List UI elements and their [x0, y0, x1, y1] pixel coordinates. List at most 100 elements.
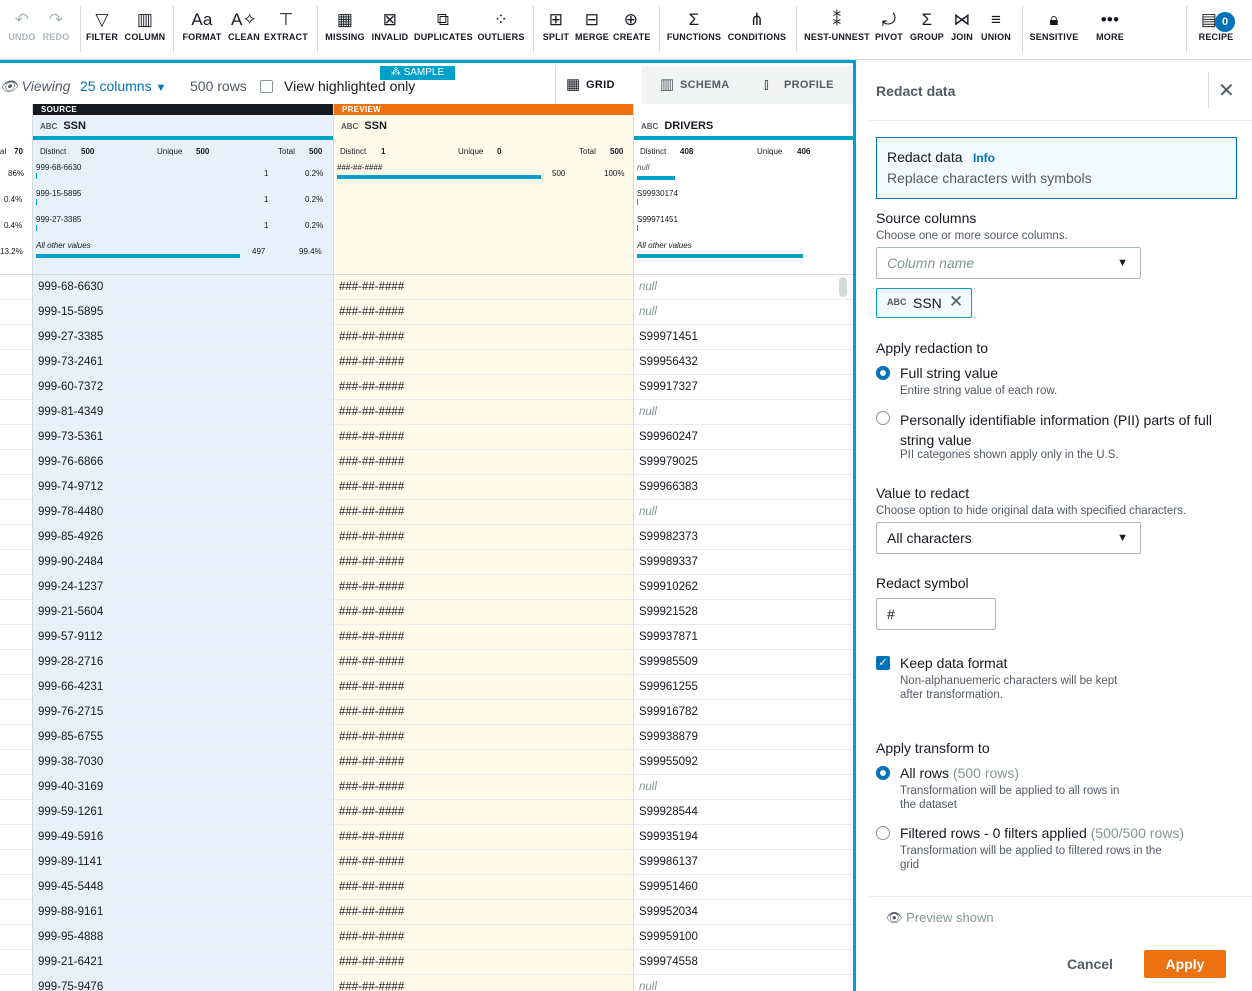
table-cell[interactable]: S99951460: [634, 875, 853, 900]
table-cell[interactable]: 999-66-4231: [33, 675, 333, 700]
keep-format-checkbox[interactable]: ✓: [876, 656, 890, 670]
more-button[interactable]: ••• MORE: [1090, 8, 1130, 42]
table-cell[interactable]: S99952034: [634, 900, 853, 925]
table-cell[interactable]: [0, 850, 32, 875]
table-cell[interactable]: ###-##-####: [334, 700, 633, 725]
sensitive-button[interactable]: 🔒︎ SENSITIVE: [1029, 10, 1079, 42]
table-cell[interactable]: 999-68-6630: [33, 275, 333, 300]
table-cell[interactable]: S99960247: [634, 425, 853, 450]
table-cell[interactable]: S99989337: [634, 550, 853, 575]
table-cell[interactable]: ###-##-####: [334, 300, 633, 325]
table-cell[interactable]: S99961255: [634, 675, 853, 700]
table-cell[interactable]: [0, 600, 32, 625]
columns-dropdown[interactable]: 25 columns ▼: [80, 78, 167, 94]
preview-column[interactable]: PREVIEW ABC SSN Distinct 1 Unique 0 Total…: [334, 104, 634, 991]
table-cell[interactable]: ###-##-####: [334, 800, 633, 825]
table-cell[interactable]: ###-##-####: [334, 725, 633, 750]
table-cell[interactable]: 999-85-6755: [33, 725, 333, 750]
invalid-button[interactable]: ⊠ INVALID: [371, 10, 409, 42]
table-cell[interactable]: 999-21-5604: [33, 600, 333, 625]
apply-button[interactable]: Apply: [1144, 950, 1226, 978]
table-cell[interactable]: S99986137: [634, 850, 853, 875]
table-cell[interactable]: 999-90-2484: [33, 550, 333, 575]
table-cell[interactable]: S99974558: [634, 950, 853, 975]
table-cell[interactable]: [0, 950, 32, 975]
undo-button[interactable]: ↶ UNDO: [6, 8, 38, 42]
table-cell[interactable]: ###-##-####: [334, 450, 633, 475]
table-cell[interactable]: [0, 475, 32, 500]
table-cell[interactable]: S99959100: [634, 925, 853, 950]
table-cell[interactable]: S99955092: [634, 750, 853, 775]
table-cell[interactable]: [0, 800, 32, 825]
grid-scrollbar[interactable]: [839, 277, 847, 297]
table-cell[interactable]: [0, 500, 32, 525]
table-cell[interactable]: [0, 875, 32, 900]
table-cell[interactable]: ###-##-####: [334, 925, 633, 950]
table-cell[interactable]: ###-##-####: [334, 325, 633, 350]
table-cell[interactable]: 999-89-1141: [33, 850, 333, 875]
extract-button[interactable]: ⊤ EXTRACT: [264, 10, 308, 42]
table-cell[interactable]: ###-##-####: [334, 975, 633, 991]
drivers-column[interactable]: ABC DRIVERS Distinct 408 Unique 406 null …: [634, 104, 853, 991]
table-cell[interactable]: 999-60-7372: [33, 375, 333, 400]
table-cell[interactable]: S99917327: [634, 375, 853, 400]
clean-button[interactable]: A✧ CLEAN: [228, 10, 260, 42]
table-cell[interactable]: ###-##-####: [334, 750, 633, 775]
table-cell[interactable]: [0, 325, 32, 350]
table-cell[interactable]: ###-##-####: [334, 350, 633, 375]
remove-icon[interactable]: ✕: [949, 292, 964, 311]
table-cell[interactable]: ###-##-####: [334, 400, 633, 425]
recipe-button[interactable]: ▤ RECIPE: [1193, 8, 1239, 42]
full-string-radio[interactable]: [876, 366, 890, 380]
merge-button[interactable]: ⊟ MERGE: [575, 10, 610, 42]
table-cell[interactable]: 999-75-9476: [33, 975, 333, 991]
close-icon[interactable]: ✕: [1218, 80, 1235, 102]
table-cell[interactable]: ###-##-####: [334, 675, 633, 700]
table-cell[interactable]: 999-81-4349: [33, 400, 333, 425]
table-cell[interactable]: 999-49-5916: [33, 825, 333, 850]
table-cell[interactable]: 999-21-6421: [33, 950, 333, 975]
table-cell[interactable]: 999-24-1237: [33, 575, 333, 600]
table-cell[interactable]: 999-76-2715: [33, 700, 333, 725]
table-cell[interactable]: S99971451: [634, 325, 853, 350]
table-cell[interactable]: ###-##-####: [334, 600, 633, 625]
table-cell[interactable]: ###-##-####: [334, 850, 633, 875]
tab-profile[interactable]: ⫾ PROFILE: [754, 66, 853, 104]
redact-symbol-input[interactable]: #: [876, 598, 996, 630]
table-cell[interactable]: ###-##-####: [334, 650, 633, 675]
table-cell[interactable]: [0, 350, 32, 375]
table-cell[interactable]: [0, 450, 32, 475]
table-cell[interactable]: 999-57-9112: [33, 625, 333, 650]
table-cell[interactable]: ###-##-####: [334, 875, 633, 900]
redo-button[interactable]: ↷ REDO: [40, 8, 72, 42]
table-cell[interactable]: S99982373: [634, 525, 853, 550]
table-cell[interactable]: ###-##-####: [334, 825, 633, 850]
table-cell[interactable]: 999-27-3385: [33, 325, 333, 350]
table-cell[interactable]: S99979025: [634, 450, 853, 475]
table-cell[interactable]: [0, 525, 32, 550]
table-cell[interactable]: 999-85-4926: [33, 525, 333, 550]
table-cell[interactable]: [0, 700, 32, 725]
create-button[interactable]: ⊕ CREATE: [613, 10, 651, 42]
table-cell[interactable]: S99935194: [634, 825, 853, 850]
nest-unnest-button[interactable]: ⁑ NEST-UNNEST: [804, 10, 870, 42]
table-cell[interactable]: [0, 425, 32, 450]
table-cell[interactable]: ###-##-####: [334, 625, 633, 650]
table-cell[interactable]: ###-##-####: [334, 500, 633, 525]
preview-column-header[interactable]: ABC SSN: [334, 115, 633, 140]
table-cell[interactable]: [0, 900, 32, 925]
table-cell[interactable]: 999-76-6866: [33, 450, 333, 475]
table-cell[interactable]: S99985509: [634, 650, 853, 675]
table-cell[interactable]: [0, 975, 32, 991]
table-cell[interactable]: [0, 300, 32, 325]
group-button[interactable]: Σ GROUP: [909, 10, 944, 42]
preview-toggle[interactable]: 👁︎ Preview shown: [886, 910, 994, 925]
column-button[interactable]: ▥ COLUMN: [124, 10, 166, 42]
source-column-header[interactable]: ABC SSN: [33, 115, 333, 140]
table-cell[interactable]: [0, 400, 32, 425]
duplicates-button[interactable]: ⧉ DUPLICATES: [414, 10, 473, 42]
table-cell[interactable]: 999-45-5448: [33, 875, 333, 900]
table-cell[interactable]: S99910262: [634, 575, 853, 600]
split-button[interactable]: ⊞ SPLIT: [540, 8, 572, 42]
table-cell[interactable]: 999-95-4888: [33, 925, 333, 950]
